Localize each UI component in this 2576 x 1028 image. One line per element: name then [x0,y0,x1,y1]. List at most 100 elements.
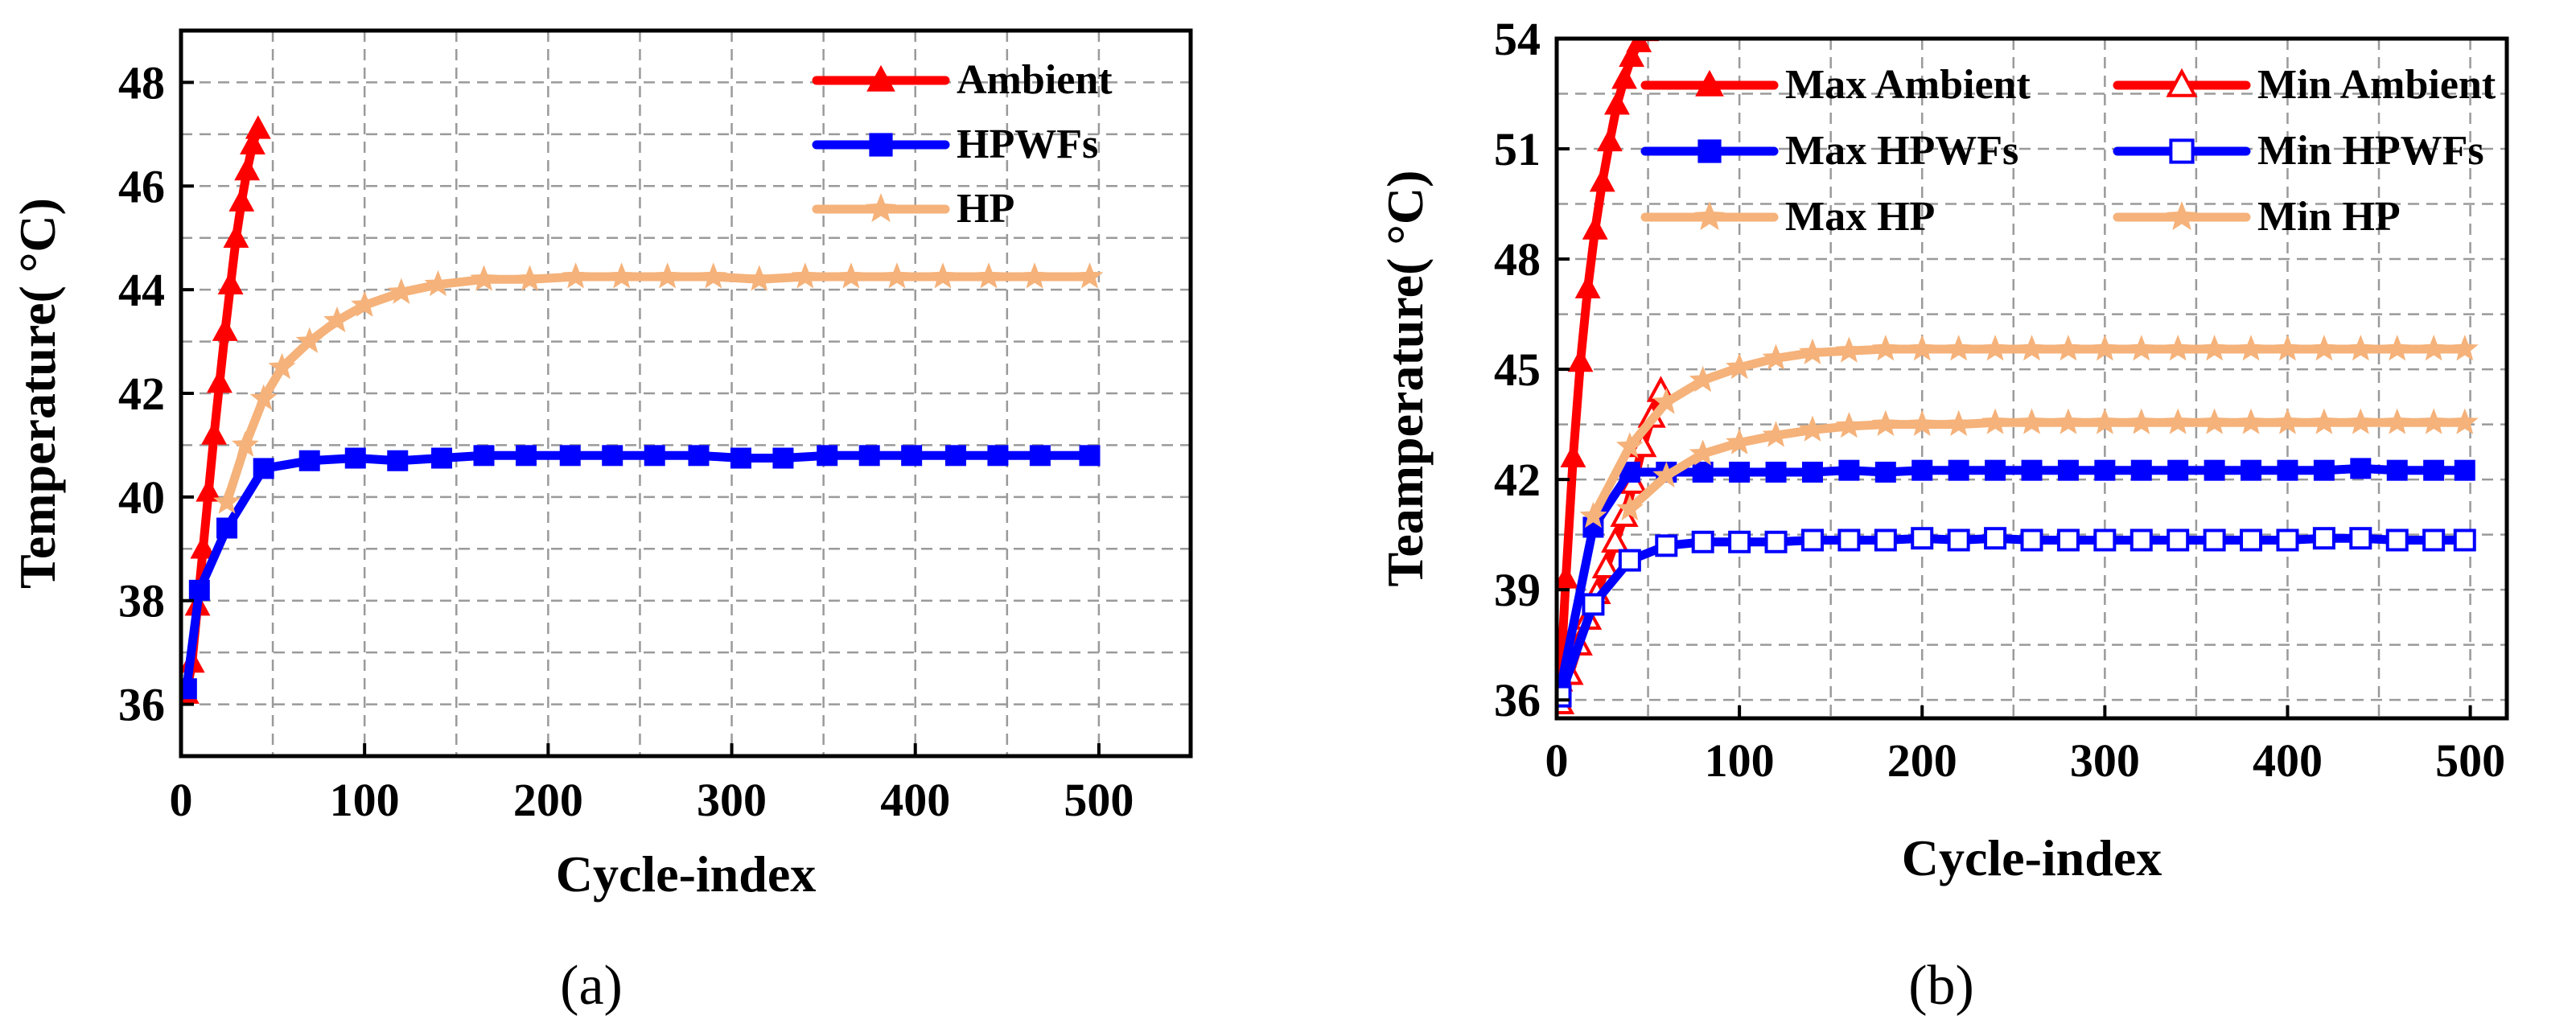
data-point [1582,593,1605,616]
data-point [216,517,238,539]
data-point [2203,528,2226,552]
series-layer-a [181,115,1104,704]
legend-label: Max HP [1785,194,1935,240]
series-min-hp [1615,408,2479,521]
data-point [2454,459,2475,481]
data-point [1911,527,1934,550]
legend-label: HPWFs [957,121,1098,167]
data-point [2054,408,2082,434]
data-point [2423,459,2445,481]
data-point [2127,335,2155,361]
panel-caption-a: (a) [560,955,623,1017]
data-point [1029,445,1051,467]
data-point [2127,408,2155,434]
data-point [181,678,197,700]
data-point [323,306,351,333]
data-point [1689,365,1717,393]
data-point [1981,408,2010,434]
data-point [1611,65,1637,89]
data-point [2200,408,2228,434]
data-point [188,579,210,601]
data-point [2018,408,2046,434]
data-point [1835,336,1863,363]
data-point [223,224,249,248]
series-line [1588,344,2470,521]
data-point [1689,439,1717,466]
data-point [1079,445,1101,467]
data-point [2091,335,2119,361]
data-point [2130,459,2152,481]
data-point [2204,459,2225,481]
data-point [1642,8,1665,29]
data-point [1726,352,1754,380]
legend-swatch-marker [2167,201,2197,231]
data-point [240,130,265,154]
data-point [2450,408,2479,434]
data-point [431,447,453,469]
data-point [206,369,232,393]
data-point [387,450,409,471]
data-point [2021,459,2043,481]
data-point [2018,335,2046,361]
data-point [2385,528,2409,552]
data-point [2130,528,2153,552]
data-point [2312,527,2335,550]
data-point [1801,461,1823,483]
y-tick-label: 40 [118,471,165,524]
data-point [1604,91,1630,115]
y-tick-label: 54 [1494,13,1541,65]
legend-label: Min HP [2257,194,2401,240]
data-point [602,445,623,467]
data-point [1837,528,1861,552]
legend-item: HPWFs [812,121,1098,167]
x-tick-label: 400 [2253,734,2323,787]
y-tick-label: 42 [118,368,165,420]
data-point [883,262,911,289]
data-point [1799,338,1826,364]
data-point [2383,335,2411,361]
data-point [2313,459,2335,481]
data-point [1765,461,1787,483]
legend-label: HP [957,186,1014,232]
legend-swatch-marker [869,133,893,157]
data-point [470,265,498,291]
data-point [2094,459,2116,481]
data-point [1981,335,2010,361]
legend-item: Max Ambient [1640,62,2031,108]
legend-item: HP [812,186,1014,232]
data-point [730,447,751,469]
data-point [1800,528,1824,552]
data-point [2164,335,2192,361]
data-point [1557,565,1579,589]
data-point [1944,335,1973,361]
data-point [2453,528,2476,552]
data-point [2347,335,2375,361]
legend-a: Ambient HPWFs HP [812,57,1113,232]
data-point [653,262,681,289]
plot-frame-b [1554,36,2509,721]
data-point [2274,408,2302,434]
data-point [1948,459,1969,481]
x-tick-label: 100 [1705,734,1775,787]
data-point [1557,685,1572,708]
data-point [2056,528,2080,552]
legend-label: Max Ambient [1785,62,2031,108]
data-point [791,262,819,289]
legend-b: Max Ambient Min Ambient Max HPWFs Min HPWFs… [1640,62,2496,240]
data-point [1601,526,1630,553]
data-point [190,535,216,559]
data-point [1596,127,1623,152]
data-point [1874,461,1896,483]
data-point [213,487,241,514]
data-point [2420,335,2448,361]
data-point [901,445,923,467]
ticks-b: 0 100 200 300 400 500 36 39 42 45 48 51 54 [1494,13,2505,787]
data-point [1944,409,1973,436]
x-tick-label: 300 [697,774,767,826]
x-tick-label: 500 [2435,734,2505,787]
data-point [424,269,452,297]
data-point [1691,530,1714,553]
data-point [2276,528,2299,552]
data-point [837,262,865,289]
